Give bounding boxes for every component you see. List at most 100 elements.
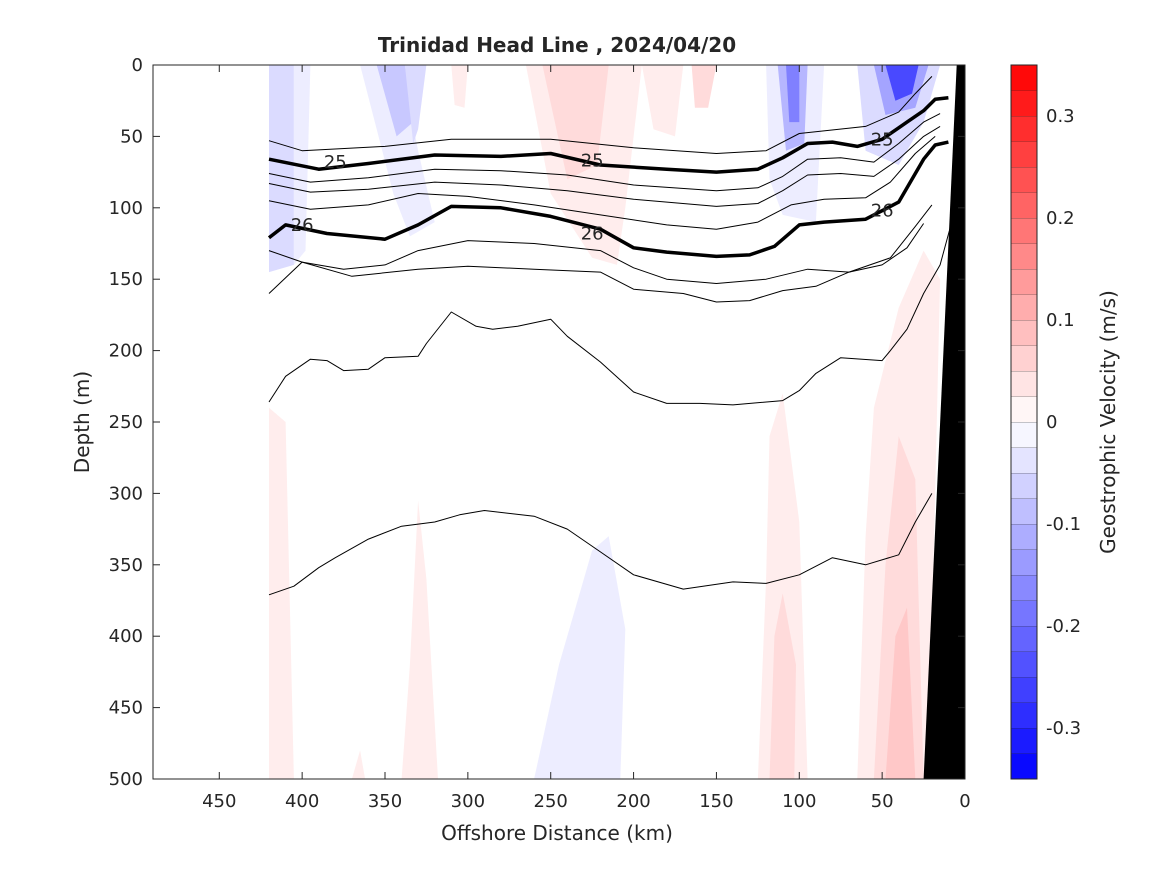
contour-label: 25 <box>581 151 604 172</box>
colorbar-frame <box>1010 64 1038 780</box>
colorbar-tick-label: 0 <box>1046 412 1057 433</box>
colorbar-band <box>1011 422 1037 448</box>
x-tick-label: 450 <box>202 791 236 812</box>
velocity-patch <box>873 436 924 779</box>
colorbar-band <box>1011 651 1037 677</box>
colorbar-band <box>1011 702 1037 728</box>
isopycnal <box>268 136 936 230</box>
contour-label: 26 <box>291 215 314 236</box>
y-tick-label: 200 <box>109 341 143 362</box>
colorbar-tick-label: 0.3 <box>1046 106 1075 127</box>
colorbar-band <box>1011 320 1037 346</box>
y-axis-label: Depth (m) <box>70 371 94 473</box>
x-tick-label: 150 <box>699 791 733 812</box>
isopycnal <box>268 204 933 284</box>
velocity-patch <box>351 750 366 779</box>
density-contours <box>267 76 953 596</box>
colorbar-band <box>1011 728 1037 754</box>
colorbar-axis: 0.3 0.2 0.1 0 -0.1 -0.2 -0.3 <box>1046 106 1081 739</box>
x-tick-label: 50 <box>871 791 894 812</box>
y-axis: 0 50 100 150 200 250 300 350 400 450 500 <box>109 55 965 790</box>
colorbar-band <box>1011 447 1037 473</box>
colorbar-band <box>1011 65 1037 91</box>
y-tick-label: 250 <box>109 412 143 433</box>
x-tick-label: 250 <box>534 791 568 812</box>
colorbar-band <box>1011 498 1037 524</box>
bathymetry <box>923 65 965 779</box>
y-tick-label: 0 <box>132 55 143 76</box>
velocity-patch <box>691 65 717 108</box>
velocity-patch <box>769 593 796 779</box>
isopycnal <box>268 221 953 406</box>
contour-label: 25 <box>871 129 894 150</box>
velocity-patch <box>401 500 438 779</box>
colorbar-band <box>1011 549 1037 575</box>
velocity-patch <box>885 65 919 101</box>
y-tick-label: 300 <box>109 483 143 504</box>
contour-labels: 25 25 25 26 26 26 <box>291 129 894 244</box>
velocity-patch <box>542 65 609 180</box>
y-tick-label: 50 <box>120 126 143 147</box>
velocity-patch <box>269 407 294 779</box>
x-axis: 450 400 350 300 250 200 150 100 50 0 <box>202 65 971 812</box>
y-tick-label: 350 <box>109 555 143 576</box>
velocity-patch <box>885 607 916 779</box>
isopycnal <box>268 223 925 303</box>
colorbar-band <box>1011 218 1037 244</box>
velocity-patch <box>269 65 294 273</box>
x-tick-label: 200 <box>616 791 650 812</box>
colorbar-tick-label: -0.1 <box>1046 514 1081 535</box>
colorbar-band <box>1011 243 1037 269</box>
colorbar-label: Geostrophic Velocity (m/s) <box>1096 290 1120 554</box>
x-tick-label: 100 <box>782 791 816 812</box>
colorbar-band <box>1011 116 1037 142</box>
colorbar-band <box>1011 626 1037 652</box>
x-tick-label: 400 <box>285 791 319 812</box>
colorbar-tick-label: 0.2 <box>1046 208 1075 229</box>
velocity-patch <box>534 536 626 779</box>
colorbar-band <box>1011 269 1037 295</box>
colorbar-band <box>1011 294 1037 320</box>
colorbar-band <box>1011 90 1037 116</box>
x-tick-label: 350 <box>368 791 402 812</box>
contour-label: 26 <box>871 201 894 222</box>
isopycnal <box>268 76 933 154</box>
colorbar-band <box>1011 753 1037 779</box>
colorbar <box>1010 64 1038 780</box>
velocity-patch <box>376 65 414 137</box>
seafloor <box>923 65 965 779</box>
velocity-patch <box>404 65 427 144</box>
chart-title: Trinidad Head Line , 2024/04/20 <box>378 33 736 57</box>
isopycnal-bold <box>268 96 949 174</box>
isopycnal <box>268 113 941 192</box>
colorbar-band <box>1011 575 1037 601</box>
x-tick-label: 0 <box>959 791 970 812</box>
colorbar-band <box>1011 345 1037 371</box>
colorbar-band <box>1011 167 1037 193</box>
y-tick-label: 500 <box>109 769 143 790</box>
contour-label: 26 <box>581 224 604 245</box>
velocity-patch <box>451 65 468 108</box>
isopycnal <box>268 493 933 596</box>
colorbar-band <box>1011 396 1037 422</box>
y-tick-label: 150 <box>109 269 143 290</box>
colorbar-tick-label: -0.3 <box>1046 718 1081 739</box>
colorbar-band <box>1011 524 1037 550</box>
velocity-patch <box>786 65 800 123</box>
velocity-field <box>269 65 941 779</box>
velocity-patch <box>641 65 684 137</box>
colorbar-band <box>1011 141 1037 167</box>
contour-label: 25 <box>324 152 347 173</box>
colorbar-band <box>1011 677 1037 703</box>
colorbar-tick-label: 0.1 <box>1046 310 1075 331</box>
colorbar-band <box>1011 192 1037 218</box>
isopycnal <box>268 125 941 207</box>
y-tick-label: 100 <box>109 198 143 219</box>
colorbar-band <box>1011 473 1037 499</box>
isopycnal-bold <box>267 140 949 259</box>
colorbar-band <box>1011 371 1037 397</box>
y-tick-label: 400 <box>109 626 143 647</box>
colorbar-band <box>1011 600 1037 626</box>
x-axis-label: Offshore Distance (km) <box>441 821 673 845</box>
